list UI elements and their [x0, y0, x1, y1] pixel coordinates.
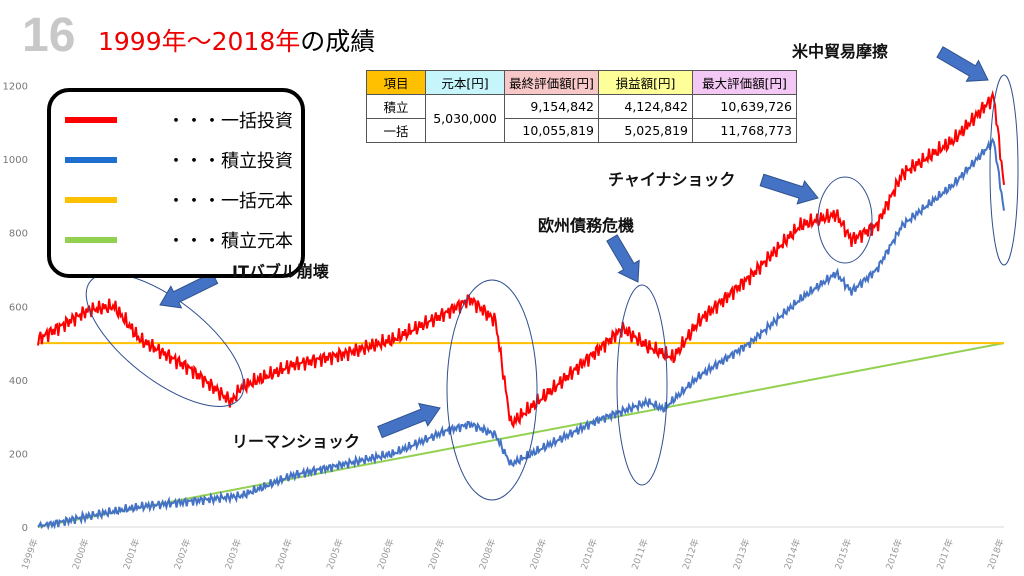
row-label: 積立	[366, 94, 426, 119]
annotation-trade: 米中貿易摩擦	[792, 42, 889, 61]
y-tick-label: 600	[9, 302, 28, 313]
legend-swatch	[65, 197, 117, 203]
legend-swatch	[65, 157, 117, 163]
legend-item-dca: ・・・積立投資	[65, 150, 293, 172]
annotation-euro: 欧州債務危機	[538, 216, 635, 235]
highlight-ellipse	[85, 273, 245, 407]
legend-item-lump: ・・・一括投資	[65, 110, 293, 132]
title-suffix: の成績	[300, 27, 376, 56]
x-tick-label: 2004年	[273, 537, 295, 571]
x-tick-label: 2017年	[934, 537, 956, 571]
th-principal: 元本[円]	[425, 70, 505, 95]
th-max: 最大評価額[円]	[692, 70, 797, 95]
x-tick-label: 2005年	[324, 537, 346, 571]
x-tick-label: 2009年	[527, 537, 549, 571]
series-line-0	[37, 89, 1005, 430]
profit-cell: 5,025,819	[598, 118, 693, 143]
arrow-icon	[377, 402, 441, 439]
arrow-icon	[606, 234, 640, 283]
profit-cell: 4,124,842	[598, 94, 693, 119]
x-tick-label: 2018年	[985, 537, 1007, 571]
x-tick-label: 2012年	[680, 537, 702, 571]
y-tick-label: 400	[9, 376, 28, 387]
legend-item-dca-principal: ・・・積立元本	[65, 230, 293, 252]
x-tick-label: 2011年	[629, 537, 651, 571]
legend-label: ・・・一括元本	[167, 191, 293, 212]
x-tick-label: 2016年	[883, 537, 905, 571]
th-item: 項目	[366, 70, 426, 95]
x-tick-label: 2014年	[781, 537, 803, 571]
max-cell: 11,768,773	[692, 118, 797, 143]
principal-cell: 5,030,000	[425, 94, 505, 143]
highlight-ellipse	[616, 284, 668, 486]
legend-label: ・・・積立元本	[167, 231, 293, 252]
annotation-it-bubble: ITバブル崩壊	[232, 262, 329, 281]
final-cell: 9,154,842	[504, 94, 599, 119]
max-cell: 10,639,726	[692, 94, 797, 119]
highlight-ellipse	[989, 74, 1019, 266]
results-table: 項目 元本[円] 最終評価額[円] 損益額[円] 最大評価額[円] 積立 5,0…	[366, 70, 797, 143]
x-tick-label: 2007年	[425, 537, 447, 571]
x-tick-label: 2002年	[171, 537, 193, 571]
annotation-lehman: リーマンショック	[232, 432, 361, 451]
x-tick-label: 2010年	[578, 537, 600, 571]
y-tick-label: 1000	[3, 155, 28, 166]
x-tick-label: 1999年	[19, 537, 41, 571]
arrow-icon	[759, 173, 819, 205]
arrow-icon	[159, 271, 219, 309]
table-row: 一括 10,055,819 5,025,819 11,768,773	[366, 118, 797, 143]
x-tick-label: 2000年	[69, 537, 91, 571]
annotation-china: チャイナショック	[608, 170, 736, 189]
series-line-3	[37, 342, 1005, 528]
arrow-icon	[936, 46, 989, 82]
legend-label: ・・・一括投資	[167, 111, 293, 132]
highlight-ellipse	[446, 279, 538, 501]
y-tick-label: 1200	[3, 82, 28, 93]
table-row: 積立 5,030,000 9,154,842 4,124,842 10,639,…	[366, 94, 797, 143]
th-final: 最終評価額[円]	[504, 70, 599, 95]
legend-item-lump-principal: ・・・一括元本	[65, 190, 293, 212]
x-tick-label: 2003年	[222, 537, 244, 571]
slide-number: 16	[22, 9, 76, 62]
th-profit: 損益額[円]	[598, 70, 693, 95]
y-tick-label: 200	[9, 449, 28, 460]
final-cell: 10,055,819	[504, 118, 599, 143]
row-label: 一括	[366, 118, 426, 143]
x-tick-label: 2015年	[832, 537, 854, 571]
x-tick-label: 2001年	[120, 537, 142, 571]
x-tick-label: 2013年	[730, 537, 752, 571]
legend-swatch	[65, 237, 117, 243]
page-title: 1999年～2018年の成績	[98, 22, 375, 58]
legend-swatch	[65, 117, 117, 123]
y-tick-label: 0	[22, 523, 28, 534]
y-tick-label: 800	[9, 229, 28, 240]
legend: ・・・一括投資 ・・・積立投資 ・・・一括元本 ・・・積立元本	[47, 88, 305, 278]
legend-label: ・・・積立投資	[167, 151, 293, 172]
series-line-1	[37, 137, 1005, 531]
title-years: 1999年～2018年	[98, 27, 301, 56]
x-tick-label: 2006年	[375, 537, 397, 571]
highlight-ellipse	[817, 176, 873, 264]
x-tick-label: 2008年	[476, 537, 498, 571]
